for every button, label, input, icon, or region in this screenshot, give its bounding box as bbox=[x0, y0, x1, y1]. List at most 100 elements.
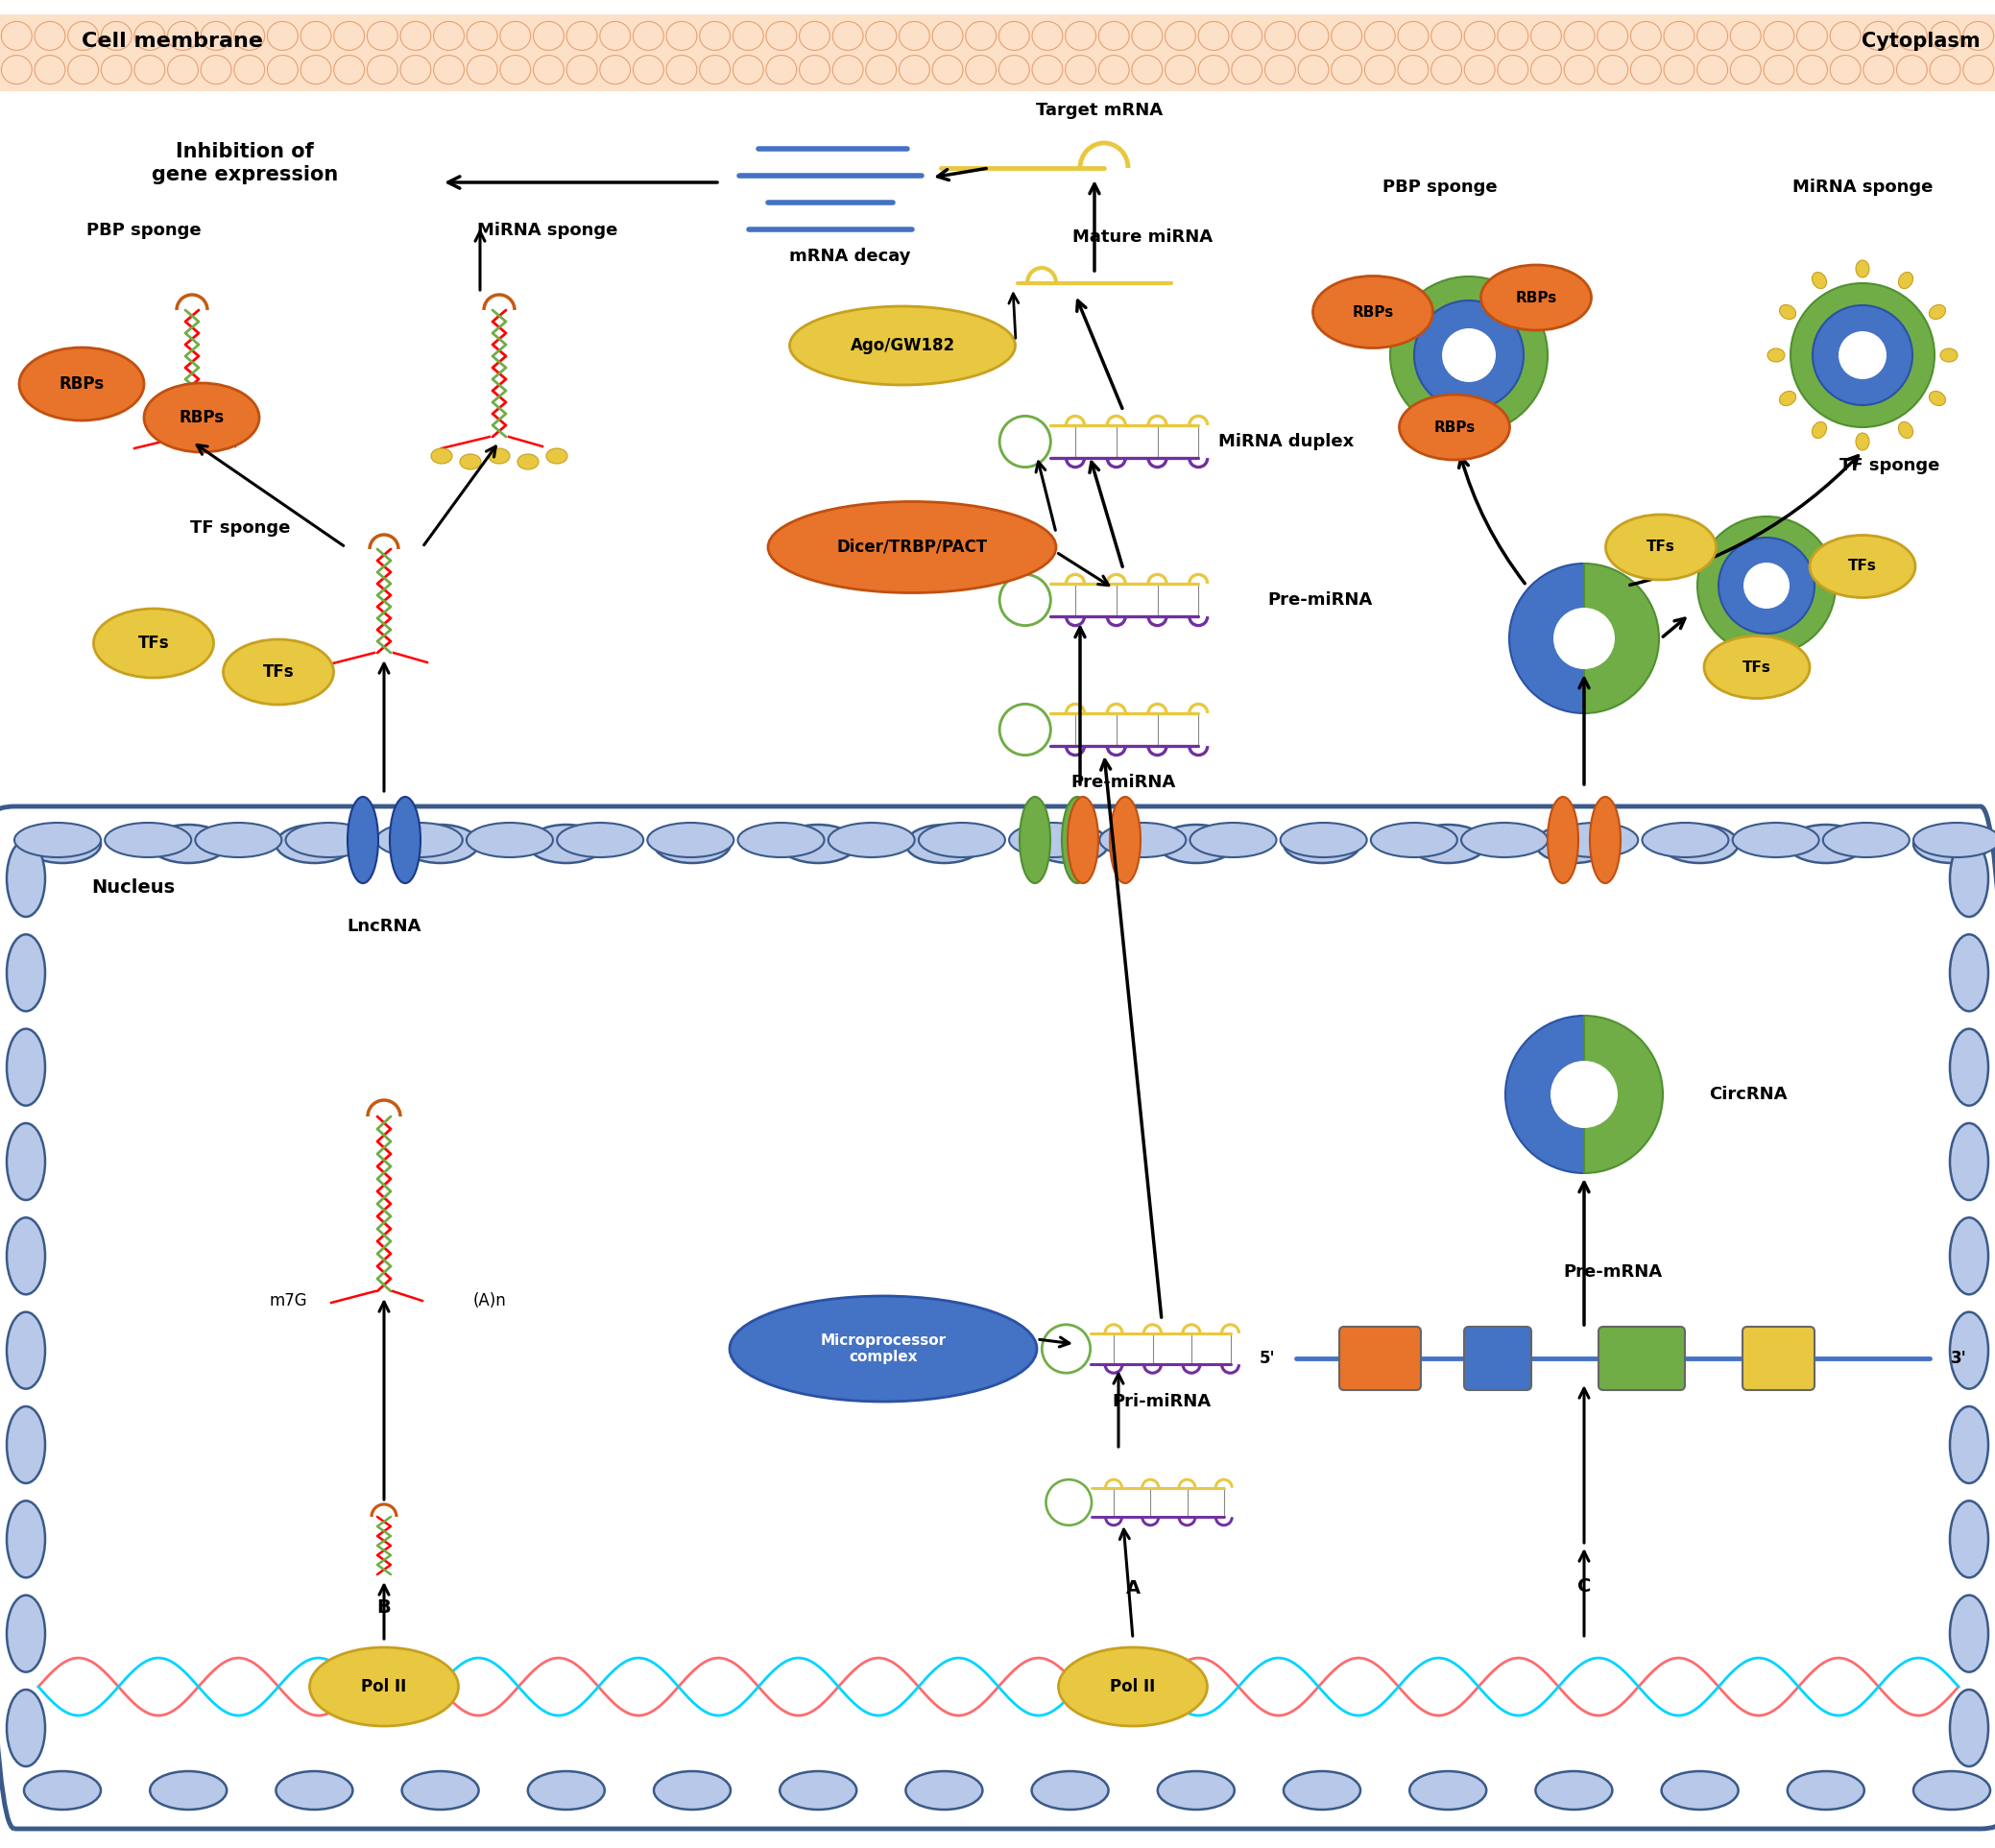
Text: m7G: m7G bbox=[269, 1292, 307, 1310]
Text: RBPs: RBPs bbox=[1434, 419, 1474, 434]
Ellipse shape bbox=[1662, 1770, 1738, 1809]
Ellipse shape bbox=[6, 1406, 46, 1484]
Ellipse shape bbox=[1283, 824, 1361, 863]
Ellipse shape bbox=[1410, 824, 1486, 863]
Ellipse shape bbox=[1109, 796, 1141, 883]
Ellipse shape bbox=[1949, 935, 1989, 1011]
Text: TF sponge: TF sponge bbox=[1839, 456, 1939, 475]
Ellipse shape bbox=[1536, 1770, 1612, 1809]
Text: Mature miRNA: Mature miRNA bbox=[1073, 229, 1213, 246]
Ellipse shape bbox=[223, 639, 333, 704]
Ellipse shape bbox=[1283, 1770, 1361, 1809]
Ellipse shape bbox=[1929, 392, 1945, 407]
Ellipse shape bbox=[1059, 1647, 1207, 1726]
Ellipse shape bbox=[906, 824, 982, 863]
Ellipse shape bbox=[529, 1770, 604, 1809]
Ellipse shape bbox=[1768, 349, 1786, 362]
Text: MiRNA sponge: MiRNA sponge bbox=[477, 222, 618, 238]
Text: mRNA decay: mRNA decay bbox=[788, 248, 910, 264]
Ellipse shape bbox=[654, 824, 730, 863]
Ellipse shape bbox=[6, 1029, 46, 1105]
Text: PBP sponge: PBP sponge bbox=[1383, 179, 1498, 196]
Ellipse shape bbox=[24, 824, 102, 863]
Ellipse shape bbox=[1009, 822, 1095, 857]
Text: TFs: TFs bbox=[138, 634, 170, 652]
FancyBboxPatch shape bbox=[1464, 1327, 1532, 1390]
Ellipse shape bbox=[1780, 392, 1796, 407]
Circle shape bbox=[1550, 1061, 1618, 1127]
Ellipse shape bbox=[1949, 1124, 1989, 1199]
Ellipse shape bbox=[1929, 305, 1945, 320]
Ellipse shape bbox=[517, 455, 539, 469]
Ellipse shape bbox=[1606, 514, 1716, 580]
Ellipse shape bbox=[1019, 796, 1049, 883]
Text: Pol II: Pol II bbox=[1109, 1678, 1155, 1695]
Ellipse shape bbox=[1590, 796, 1620, 883]
Ellipse shape bbox=[14, 822, 102, 857]
Ellipse shape bbox=[389, 796, 421, 883]
Text: PBP sponge: PBP sponge bbox=[86, 222, 201, 238]
Text: Nucleus: Nucleus bbox=[92, 880, 176, 896]
Circle shape bbox=[1718, 538, 1815, 634]
Ellipse shape bbox=[467, 822, 553, 857]
Ellipse shape bbox=[918, 822, 1005, 857]
Ellipse shape bbox=[529, 824, 604, 863]
Ellipse shape bbox=[1949, 1501, 1989, 1578]
Text: Pri-miRNA: Pri-miRNA bbox=[1111, 1393, 1211, 1410]
Circle shape bbox=[1790, 283, 1935, 427]
Text: CircRNA: CircRNA bbox=[1710, 1087, 1788, 1103]
Ellipse shape bbox=[489, 449, 511, 464]
Ellipse shape bbox=[648, 822, 734, 857]
Ellipse shape bbox=[790, 307, 1015, 384]
Ellipse shape bbox=[1913, 822, 1995, 857]
Ellipse shape bbox=[730, 1295, 1037, 1401]
Ellipse shape bbox=[1371, 822, 1456, 857]
Ellipse shape bbox=[1949, 1029, 1989, 1105]
Ellipse shape bbox=[738, 822, 824, 857]
Circle shape bbox=[1391, 277, 1548, 434]
Ellipse shape bbox=[780, 824, 856, 863]
Circle shape bbox=[1442, 329, 1496, 383]
Text: B: B bbox=[377, 1599, 391, 1617]
Wedge shape bbox=[1584, 1016, 1662, 1173]
Ellipse shape bbox=[6, 1124, 46, 1199]
Circle shape bbox=[1698, 516, 1835, 654]
Text: Pre-mRNA: Pre-mRNA bbox=[1564, 1264, 1662, 1281]
FancyBboxPatch shape bbox=[1598, 1327, 1686, 1390]
Ellipse shape bbox=[401, 1770, 479, 1809]
Wedge shape bbox=[1508, 564, 1584, 713]
Text: RBPs: RBPs bbox=[1516, 290, 1556, 305]
Text: TFs: TFs bbox=[1847, 560, 1877, 573]
Ellipse shape bbox=[6, 841, 46, 917]
Text: Pre-miRNA: Pre-miRNA bbox=[1267, 591, 1373, 608]
Ellipse shape bbox=[557, 822, 642, 857]
Ellipse shape bbox=[1548, 796, 1578, 883]
Ellipse shape bbox=[1189, 822, 1277, 857]
Text: MiRNA sponge: MiRNA sponge bbox=[1792, 179, 1933, 196]
Ellipse shape bbox=[1704, 636, 1809, 699]
Ellipse shape bbox=[1157, 824, 1235, 863]
Ellipse shape bbox=[1811, 272, 1827, 288]
Text: TFs: TFs bbox=[1646, 540, 1676, 554]
Text: Cell membrane: Cell membrane bbox=[82, 31, 263, 52]
Ellipse shape bbox=[309, 1647, 459, 1726]
Ellipse shape bbox=[196, 822, 281, 857]
Ellipse shape bbox=[24, 1770, 102, 1809]
Circle shape bbox=[1414, 301, 1524, 410]
Ellipse shape bbox=[144, 383, 259, 453]
Ellipse shape bbox=[1732, 822, 1819, 857]
Ellipse shape bbox=[1809, 536, 1915, 597]
Ellipse shape bbox=[431, 449, 453, 464]
Ellipse shape bbox=[1811, 421, 1827, 438]
Ellipse shape bbox=[1949, 1218, 1989, 1294]
Ellipse shape bbox=[1281, 822, 1367, 857]
Ellipse shape bbox=[1913, 1770, 1991, 1809]
Text: Target mRNA: Target mRNA bbox=[1035, 102, 1163, 118]
Text: Pre-miRNA: Pre-miRNA bbox=[1071, 774, 1175, 791]
Text: Dicer/TRBP/PACT: Dicer/TRBP/PACT bbox=[836, 538, 988, 556]
Text: LncRNA: LncRNA bbox=[347, 918, 421, 935]
Ellipse shape bbox=[1788, 824, 1863, 863]
Ellipse shape bbox=[94, 608, 213, 678]
Text: MiRNA duplex: MiRNA duplex bbox=[1219, 432, 1355, 451]
Wedge shape bbox=[1584, 564, 1660, 713]
